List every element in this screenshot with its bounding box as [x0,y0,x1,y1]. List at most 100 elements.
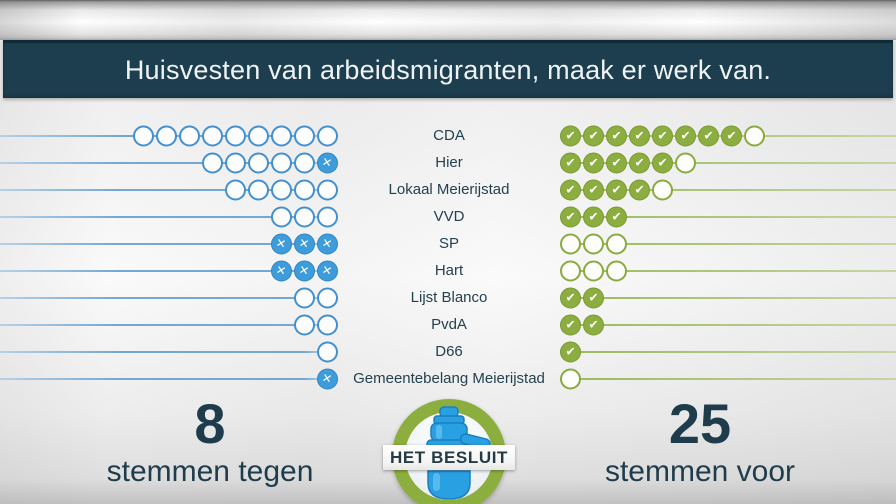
party-label: D66 [435,343,463,360]
for-dots [560,368,581,389]
party-row: D66 ✔ [0,338,896,365]
vote-for-check-icon: ✔ [606,152,627,173]
party-label: Hart [434,262,464,279]
vote-for-check-icon: ✔ [652,152,673,173]
vote-empty-circle [225,125,246,146]
for-count: 25 [668,392,732,455]
party-row: CDA ✔ ✔ ✔ ✔ ✔ ✔ ✔ ✔ [0,122,896,149]
against-line [0,188,338,191]
against-line [0,296,338,299]
party-label: Lokaal Meierijstad [388,181,510,198]
vote-empty-circle [317,341,338,362]
against-dots-zone [0,311,338,338]
vote-empty-circle [294,125,315,146]
party-row: VVD ✔ ✔ ✔ [0,203,896,230]
page-title: Huisvesten van arbeidsmigranten, maak er… [124,55,772,85]
vote-empty-circle [294,152,315,173]
vote-against-x-icon: ✕ [271,233,292,254]
against-dots [133,125,338,146]
vote-empty-circle [248,125,269,146]
for-dots-zone: ✔ ✔ ✔ ✔ ✔ ✔ ✔ ✔ [560,122,896,149]
for-line [560,377,896,380]
against-line [0,323,338,326]
against-dots-zone: ✕ [0,149,338,176]
for-line [560,323,896,326]
against-dots: ✕ ✕ ✕ [271,260,338,281]
vote-empty-circle [317,206,338,227]
vote-for-check-icon: ✔ [560,179,581,200]
top-metallic-strip [0,0,896,40]
vote-for-check-icon: ✔ [675,125,696,146]
for-dots-zone [560,230,896,257]
vote-empty-circle [271,206,292,227]
for-dots-zone: ✔ ✔ [560,284,896,311]
against-line [0,269,338,272]
vote-empty-circle [560,368,581,389]
vote-empty-circle [248,152,269,173]
for-line [560,188,896,191]
against-dots [294,287,338,308]
vote-empty-circle [606,260,627,281]
vote-empty-circle [317,287,338,308]
vote-empty-circle [248,179,269,200]
vote-for-check-icon: ✔ [560,206,581,227]
against-dots-zone [0,338,338,365]
against-dots: ✕ [202,152,338,173]
vote-for-check-icon: ✔ [629,125,650,146]
header-bar: Huisvesten van arbeidsmigranten, maak er… [3,40,893,98]
vote-empty-circle [271,125,292,146]
for-line [560,296,896,299]
vote-against-x-icon: ✕ [317,260,338,281]
party-row: ✕ Hier ✔ ✔ ✔ ✔ ✔ [0,149,896,176]
for-line [560,269,896,272]
vote-for-check-icon: ✔ [583,152,604,173]
vote-for-check-icon: ✔ [560,341,581,362]
for-dots-zone: ✔ ✔ [560,311,896,338]
vote-against-x-icon: ✕ [271,260,292,281]
against-dots-zone [0,122,338,149]
vote-empty-circle [294,287,315,308]
against-dots-zone [0,284,338,311]
vote-empty-circle [560,233,581,254]
vote-for-check-icon: ✔ [583,314,604,335]
against-dots [225,179,338,200]
for-dots-zone [560,365,896,392]
vote-empty-circle [202,125,223,146]
party-row: Lokaal Meierijstad ✔ ✔ ✔ ✔ [0,176,896,203]
vote-empty-circle [225,179,246,200]
het-besluit-logo: HET BESLUIT [383,399,515,504]
vote-against-x-icon: ✕ [294,260,315,281]
for-dots: ✔ ✔ ✔ ✔ ✔ [560,152,696,173]
against-dots-zone: ✕ ✕ ✕ [0,230,338,257]
vote-empty-circle [179,125,200,146]
party-row: ✕ Gemeentebelang Meierijstad [0,365,896,392]
vote-empty-circle [294,314,315,335]
for-line [560,161,896,164]
against-dots: ✕ ✕ ✕ [271,233,338,254]
party-row: ✕ ✕ ✕ SP [0,230,896,257]
vote-empty-circle [652,179,673,200]
against-line [0,350,338,353]
against-count: 8 [194,392,226,455]
vote-empty-circle [317,125,338,146]
vote-empty-circle [271,179,292,200]
against-dots [271,206,338,227]
against-dots [294,314,338,335]
vote-empty-circle [133,125,154,146]
vote-for-check-icon: ✔ [583,125,604,146]
against-line [0,242,338,245]
against-dots-zone: ✕ [0,365,338,392]
for-dots: ✔ ✔ ✔ [560,206,627,227]
for-dots [560,260,627,281]
party-label: Lijst Blanco [410,289,488,306]
party-row: ✕ ✕ ✕ Hart [0,257,896,284]
vote-for-check-icon: ✔ [629,152,650,173]
vote-for-check-icon: ✔ [606,206,627,227]
for-dots-zone: ✔ ✔ ✔ ✔ ✔ [560,149,896,176]
vote-for-check-icon: ✔ [606,179,627,200]
vote-for-check-icon: ✔ [583,287,604,308]
for-total: 25 stemmen voor [550,396,850,489]
for-dots: ✔ [560,341,581,362]
for-dots-zone: ✔ [560,338,896,365]
vote-empty-circle [606,233,627,254]
